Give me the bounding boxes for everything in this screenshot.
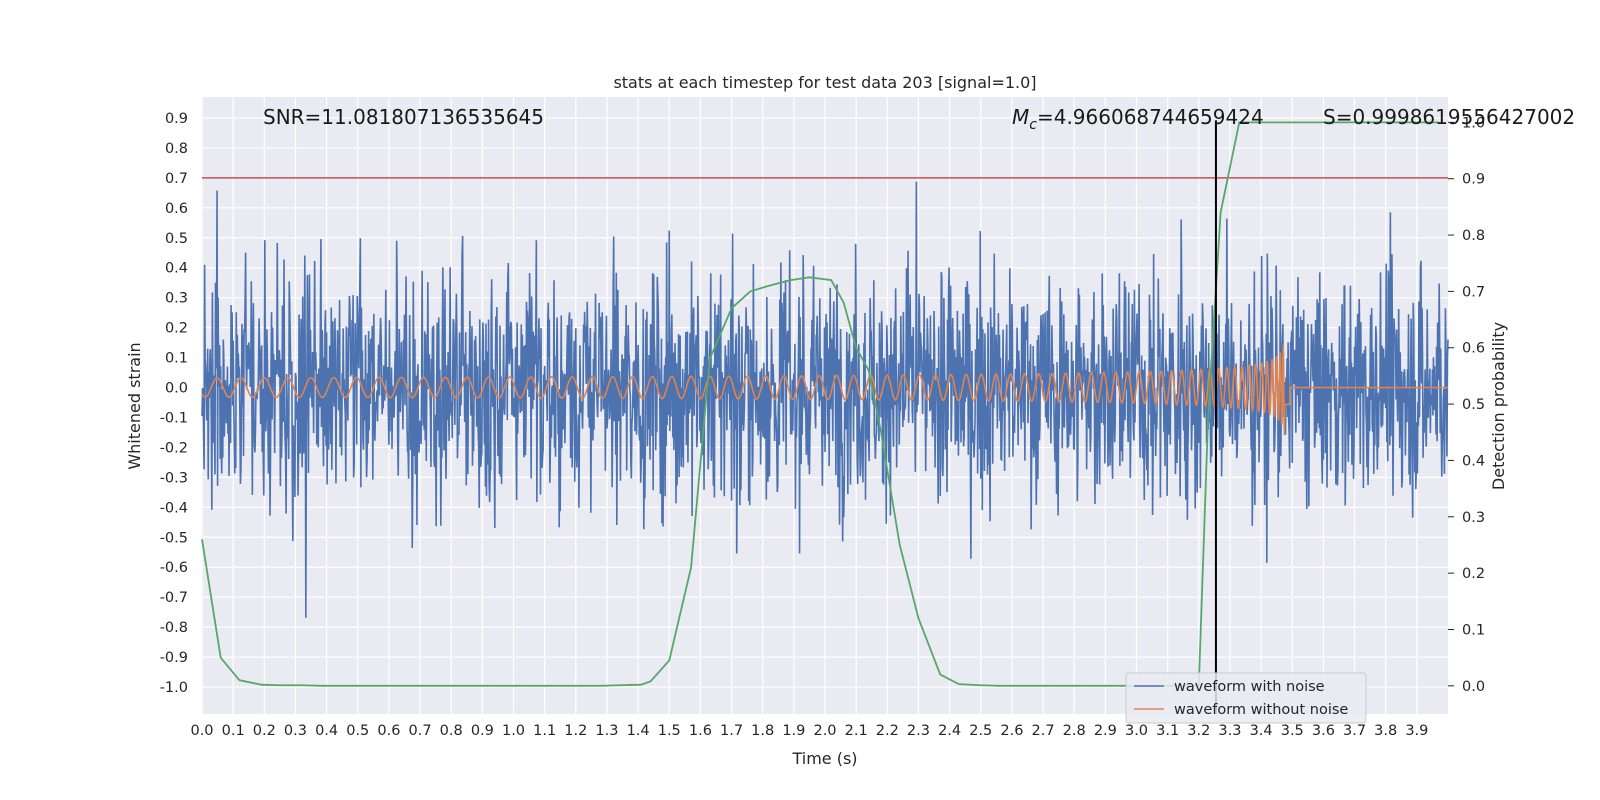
y-tick-label: -0.4 — [160, 500, 188, 516]
x-tick-label: 1.8 — [751, 723, 774, 739]
y2-tick-label: 0.4 — [1462, 453, 1485, 469]
y-tick-label: 0.2 — [165, 321, 188, 337]
y-tick-label: -0.5 — [160, 530, 188, 546]
x-tick-label: 3.1 — [1156, 723, 1179, 739]
y-tick-label: -0.7 — [160, 590, 188, 606]
x-tick-label: 0.7 — [409, 723, 432, 739]
legend-box — [1125, 672, 1367, 724]
y-tick-label: -0.6 — [160, 560, 188, 576]
x-tick-label: 3.4 — [1250, 723, 1273, 739]
chirp-mass-value: =4.966068744659424 — [1037, 105, 1264, 129]
x-tick-label: 1.6 — [689, 723, 712, 739]
x-tick-label: 3.9 — [1405, 723, 1428, 739]
legend: waveform with noise waveform without noi… — [1125, 672, 1367, 724]
x-tick-label: 2.4 — [938, 723, 961, 739]
x-tick-label: 1.4 — [627, 723, 650, 739]
plot-content — [201, 120, 1449, 714]
chirp-mass-subscript: c — [1029, 117, 1037, 133]
x-tick-label: 1.0 — [502, 723, 525, 739]
x-tick-label: 2.6 — [1000, 723, 1023, 739]
x-tick-label: 2.2 — [876, 723, 899, 739]
y-tick-label: 0.6 — [165, 201, 188, 217]
x-tick-label: 3.0 — [1125, 723, 1148, 739]
chart-title: stats at each timestep for test data 203… — [613, 73, 1036, 92]
x-tick-label: 0.1 — [222, 723, 245, 739]
y-tick-label: 0.3 — [165, 291, 188, 307]
y-axis-label: Whitened strain — [125, 342, 144, 469]
x-tick-label: 3.7 — [1343, 723, 1366, 739]
y2-tick-label: 0.9 — [1462, 172, 1485, 188]
y-tick-label: -0.1 — [160, 410, 188, 426]
x-tick-label: 0.2 — [253, 723, 276, 739]
snr-annotation: SNR=11.081807136535645 — [263, 105, 544, 129]
y2-tick-label: 0.2 — [1462, 566, 1485, 582]
series-line-detection-probability — [201, 121, 1439, 687]
y2-tick-label: 0.7 — [1462, 284, 1485, 300]
y-tick-label: -0.3 — [160, 470, 188, 486]
x-tick-label: 0.5 — [346, 723, 369, 739]
score-annotation: S=0.9998619556427002 — [1323, 105, 1575, 129]
series-line-waveform-with-noise — [201, 181, 1449, 618]
x-tick-label: 0.6 — [377, 723, 400, 739]
y-tick-label: -1.0 — [160, 680, 188, 696]
x-tick-label: 2.0 — [813, 723, 836, 739]
y-tick-label: 0.0 — [165, 381, 188, 397]
chirp-mass-annotation: Mc=4.966068744659424 — [1012, 105, 1264, 133]
x-tick-label: 1.9 — [782, 723, 805, 739]
x-tick-label: 2.1 — [845, 723, 868, 739]
y-tick-label: 0.7 — [165, 171, 188, 187]
legend-label-clean: waveform without noise — [1174, 702, 1348, 718]
x-tick-label: 2.9 — [1094, 723, 1117, 739]
y2-tick-label: 0.5 — [1462, 397, 1485, 413]
x-tick-label: 1.3 — [595, 723, 618, 739]
x-tick-label: 2.3 — [907, 723, 930, 739]
y2-tick-label: 0.8 — [1462, 228, 1485, 244]
y2-axis-label: Detection probability — [1489, 322, 1508, 490]
y2-tick-label: 0.1 — [1462, 622, 1485, 638]
y-tick-label: 0.8 — [165, 141, 188, 157]
y2-tick-label: 1.0 — [1462, 115, 1485, 131]
x-tick-label: 0.0 — [190, 723, 213, 739]
y-tick-label: -0.8 — [160, 620, 188, 636]
y2-tick-label: 0.0 — [1462, 679, 1485, 695]
y-tick-label: 0.5 — [165, 231, 188, 247]
x-tick-label: 3.5 — [1281, 723, 1304, 739]
series-line-waveform-without-noise — [201, 345, 1448, 436]
tick-labels: 0.0 0.1 0.2 0.3 0.4 0.5 0.6 0.7 0.8 0.9 1.0 1.1 1.2 1… — [160, 111, 1485, 739]
x-tick-label: 3.3 — [1218, 723, 1241, 739]
x-tick-label: 2.8 — [1063, 723, 1086, 739]
x-tick-label: 1.2 — [564, 723, 587, 739]
x-tick-label: 2.5 — [969, 723, 992, 739]
x-tick-label: 3.2 — [1187, 723, 1210, 739]
x-tick-label: 2.7 — [1032, 723, 1055, 739]
x-axis-label: Time (s) — [791, 749, 857, 768]
x-tick-label: 0.4 — [315, 723, 338, 739]
x-tick-label: 0.9 — [471, 723, 494, 739]
x-tick-label: 3.6 — [1312, 723, 1335, 739]
y2-tick-label: 0.3 — [1462, 510, 1485, 526]
x-tick-label: 0.8 — [440, 723, 463, 739]
y-tick-label: -0.9 — [160, 650, 188, 666]
y-tick-label: 0.4 — [165, 261, 188, 277]
x-tick-label: 3.8 — [1374, 723, 1397, 739]
x-tick-label: 1.7 — [720, 723, 743, 739]
chirp-mass-symbol: M — [1012, 105, 1029, 129]
y-tick-label: -0.2 — [160, 440, 188, 456]
legend-label-noise: waveform with noise — [1174, 679, 1325, 695]
x-tick-label: 0.3 — [284, 723, 307, 739]
x-tick-label: 1.1 — [533, 723, 556, 739]
y-tick-label: 0.1 — [165, 351, 188, 367]
y2-tick-label: 0.6 — [1462, 341, 1485, 357]
x-tick-label: 1.5 — [658, 723, 681, 739]
y-tick-label: 0.9 — [165, 111, 188, 127]
